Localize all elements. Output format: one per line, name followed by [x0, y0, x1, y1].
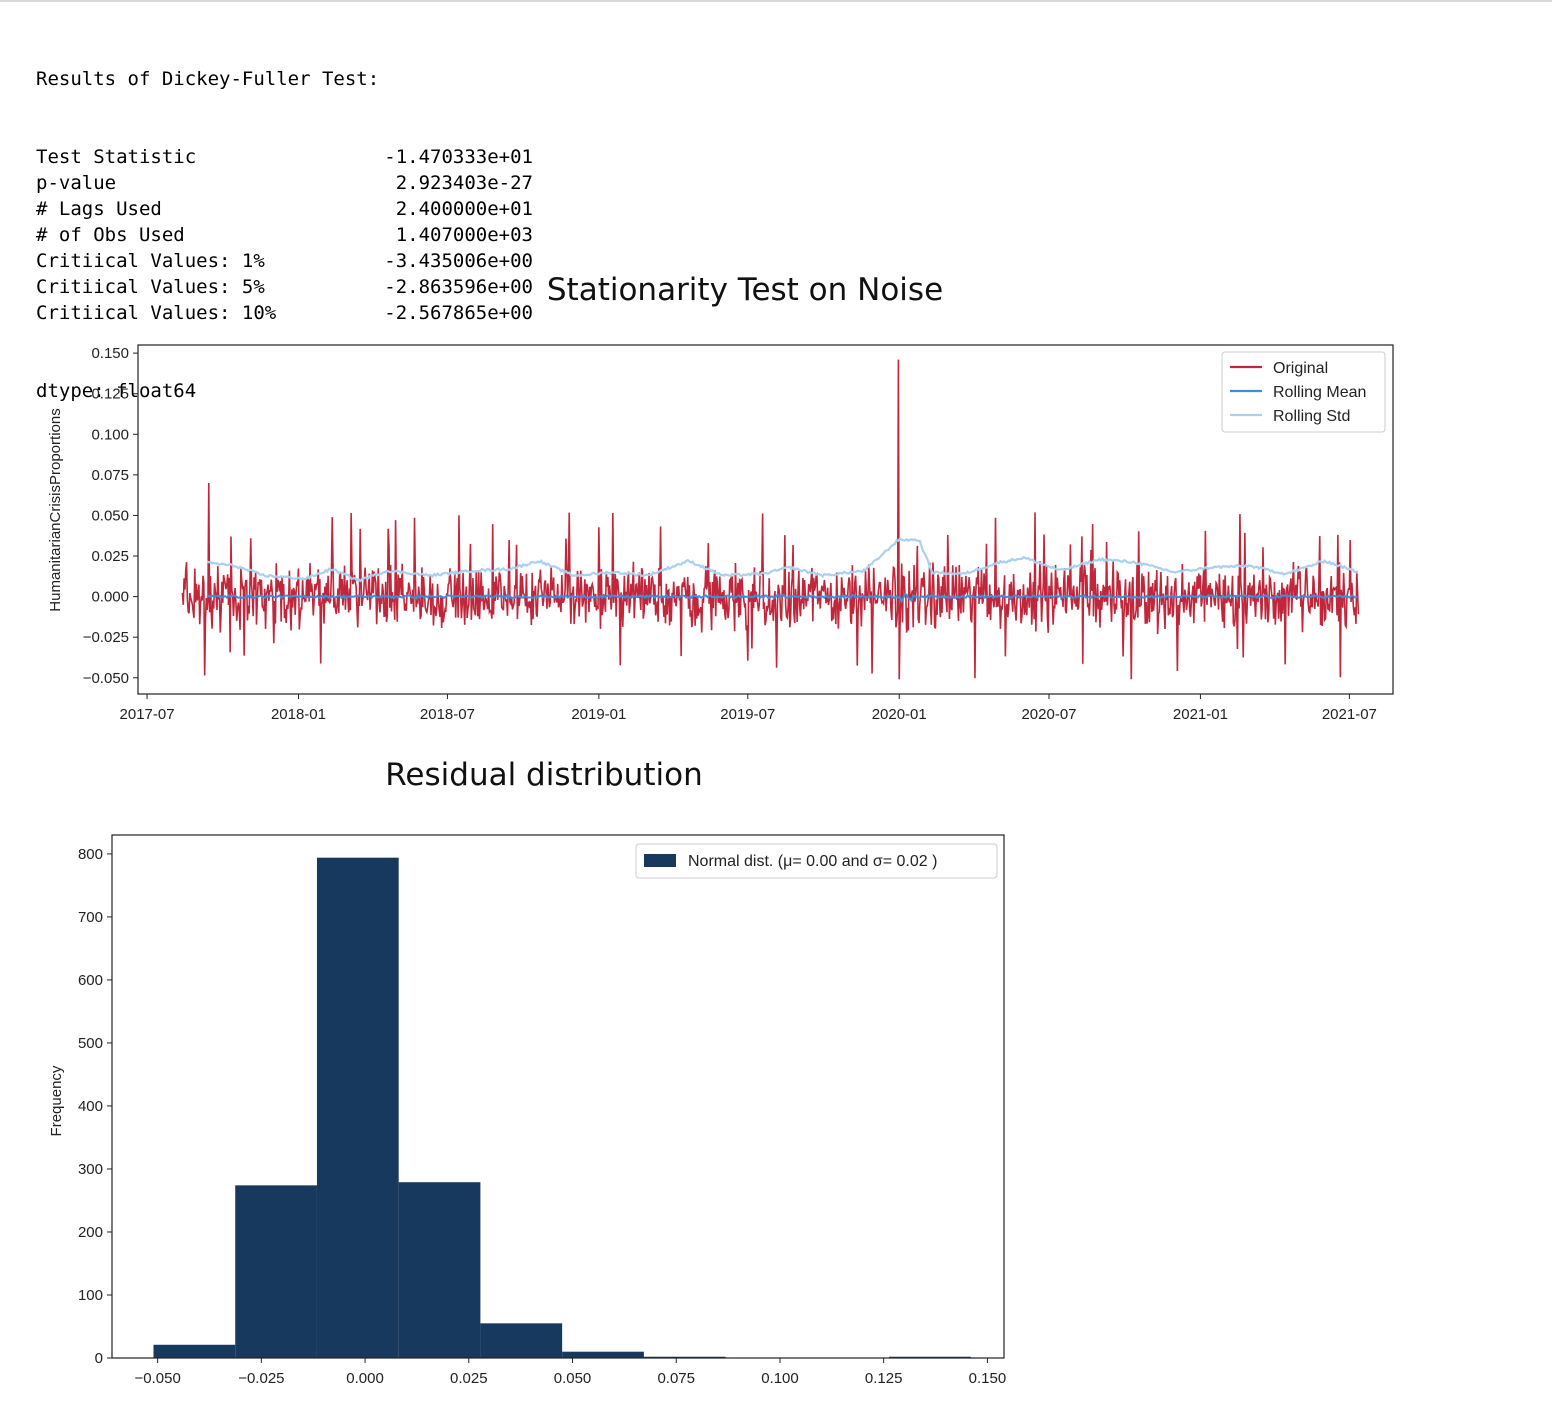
legend-label: Rolling Mean: [1273, 384, 1366, 401]
output-row: Critiical Values: 1% -3.435006e+00: [36, 248, 533, 274]
output-row-value: -3.435006e+00: [384, 250, 533, 272]
x-tick-label: 0.025: [450, 1370, 488, 1387]
x-tick-label: 0.075: [657, 1370, 695, 1387]
x-tick-label: 2017-07: [120, 706, 175, 723]
histogram-bar: [235, 1185, 317, 1358]
y-tick-label: 500: [78, 1035, 103, 1052]
y-tick-label: 200: [78, 1224, 103, 1241]
chart-title: Stationarity Test on Noise: [547, 272, 943, 308]
x-tick-label: 2018-07: [420, 706, 475, 723]
output-row: Critiical Values: 5% -2.863596e+00: [36, 274, 533, 300]
output-row-key: Critiical Values: 10%: [36, 302, 277, 324]
cell-top-border: [0, 0, 1552, 2]
output-row-key: # of Obs Used: [36, 224, 185, 246]
legend-label: Rolling Std: [1273, 408, 1350, 425]
y-tick-label: 0.150: [91, 345, 129, 362]
x-tick-label: −0.025: [238, 1370, 284, 1387]
output-row-value: -2.863596e+00: [384, 276, 533, 298]
x-tick-label: 2018-01: [271, 706, 326, 723]
y-tick-label: 0: [95, 1350, 103, 1367]
legend-box: [635, 843, 998, 879]
y-axis-label: Frequency: [48, 1065, 65, 1136]
y-tick-label: 600: [78, 972, 103, 989]
output-row-key: Critiical Values: 1%: [36, 250, 265, 272]
x-tick-label: −0.050: [134, 1370, 180, 1387]
histogram-bar: [398, 1182, 481, 1358]
x-tick-label: 0.125: [865, 1370, 903, 1387]
output-row: p-value 2.923403e-27: [36, 170, 533, 196]
output-header: Results of Dickey-Fuller Test:: [36, 68, 380, 90]
y-tick-label: 100: [78, 1287, 103, 1304]
histogram-bar: [316, 857, 399, 1358]
chart-title: Residual distribution: [385, 757, 702, 793]
x-tick-label: 2019-01: [571, 706, 626, 723]
series-original-line: [181, 359, 1360, 680]
legend-box: [1221, 351, 1386, 433]
output-row: # of Obs Used 1.407000e+03: [36, 222, 533, 248]
y-tick-label: −0.025: [83, 629, 129, 646]
y-axis-label: HumanitarianCrisisProportions: [47, 408, 64, 611]
y-tick-label: 0.125: [91, 386, 129, 403]
y-tick-label: 0.075: [91, 467, 129, 484]
series-rolling-std-line: [206, 537, 1358, 583]
output-row: # Lags Used 2.400000e+01: [36, 196, 533, 222]
output-row: Critiical Values: 10% -2.567865e+00: [36, 300, 533, 326]
legend-swatch: [644, 854, 676, 867]
output-row-value: -2.567865e+00: [384, 302, 533, 324]
output-row-key: Critiical Values: 5%: [36, 276, 265, 298]
y-tick-label: 0.000: [91, 589, 129, 606]
output-row-value: 2.400000e+01: [395, 198, 533, 220]
histogram-bar: [562, 1351, 644, 1358]
dickey-fuller-output: Results of Dickey-Fuller Test: Test Stat…: [36, 14, 533, 430]
x-tick-label: 2020-07: [1021, 706, 1076, 723]
histogram-bar: [153, 1344, 236, 1358]
y-tick-label: −0.050: [83, 670, 129, 687]
output-row-key: p-value: [36, 172, 117, 194]
output-row: Test Statistic -1.470333e+01: [36, 144, 533, 170]
y-tick-label: 0.025: [91, 548, 129, 565]
series-rolling-mean-line: [206, 593, 1358, 604]
x-tick-label: 2020-01: [872, 706, 927, 723]
histogram-bar: [889, 1356, 971, 1358]
plot-frame: [111, 834, 1005, 1359]
x-tick-label: 2021-01: [1173, 706, 1228, 723]
output-footer: dtype: float64: [36, 380, 197, 402]
y-tick-label: 800: [78, 846, 103, 863]
legend-label: Original: [1273, 360, 1328, 377]
output-row-key: Test Statistic: [36, 146, 197, 168]
output-row-value: 1.407000e+03: [395, 224, 533, 246]
output-row-key: # Lags Used: [36, 198, 162, 220]
y-tick-label: 300: [78, 1161, 103, 1178]
x-tick-label: 2021-07: [1322, 706, 1377, 723]
histogram-bar: [643, 1356, 726, 1358]
y-tick-label: 0.050: [91, 507, 129, 524]
x-tick-label: 0.150: [969, 1370, 1007, 1387]
histogram-bar: [480, 1323, 563, 1358]
y-tick-label: 700: [78, 909, 103, 926]
stationarity-chart: Stationarity Test on Noise HumanitarianC…: [47, 272, 1394, 723]
y-tick-label: 400: [78, 1098, 103, 1115]
x-tick-label: 0.000: [346, 1370, 384, 1387]
output-row-value: 2.923403e-27: [395, 172, 533, 194]
residual-histogram: Residual distribution Frequency Normal d…: [48, 757, 1007, 1387]
legend-label: Normal dist. (μ= 0.00 and σ= 0.02 ): [688, 853, 937, 870]
output-row-value: -1.470333e+01: [384, 146, 533, 168]
x-tick-label: 0.050: [554, 1370, 592, 1387]
plot-frame: [137, 344, 1394, 695]
x-tick-label: 0.100: [761, 1370, 799, 1387]
x-tick-label: 2019-07: [720, 706, 775, 723]
y-tick-label: 0.100: [91, 426, 129, 443]
